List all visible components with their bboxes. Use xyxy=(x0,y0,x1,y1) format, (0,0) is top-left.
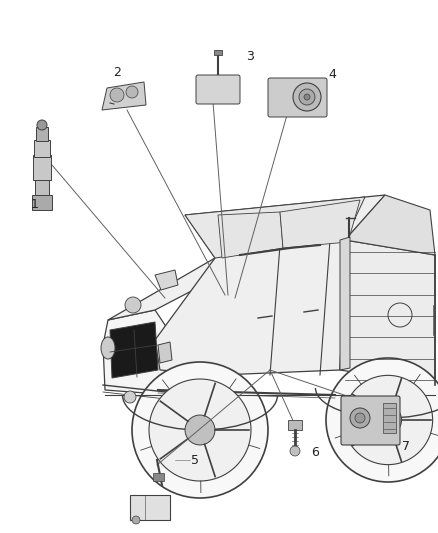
Text: 1: 1 xyxy=(31,198,39,212)
Polygon shape xyxy=(35,180,49,195)
Polygon shape xyxy=(103,310,175,395)
Circle shape xyxy=(304,94,310,100)
Circle shape xyxy=(132,362,268,498)
Polygon shape xyxy=(345,195,435,255)
Polygon shape xyxy=(36,127,48,141)
Polygon shape xyxy=(34,140,50,157)
Polygon shape xyxy=(33,155,51,180)
Polygon shape xyxy=(280,200,360,248)
Polygon shape xyxy=(153,473,164,481)
Circle shape xyxy=(149,379,251,481)
Circle shape xyxy=(343,375,433,465)
Polygon shape xyxy=(32,195,52,210)
Text: 7: 7 xyxy=(402,440,410,453)
Polygon shape xyxy=(102,82,146,110)
Polygon shape xyxy=(185,197,365,258)
Circle shape xyxy=(355,413,365,423)
Text: 4: 4 xyxy=(328,69,336,82)
Polygon shape xyxy=(288,420,302,430)
Polygon shape xyxy=(110,322,158,378)
Circle shape xyxy=(350,408,370,428)
Text: 5: 5 xyxy=(191,454,199,466)
Polygon shape xyxy=(155,270,178,290)
Circle shape xyxy=(110,88,124,102)
Text: 2: 2 xyxy=(113,66,121,78)
Polygon shape xyxy=(214,50,222,55)
Circle shape xyxy=(326,358,438,482)
Circle shape xyxy=(124,391,136,403)
Circle shape xyxy=(37,120,47,130)
Circle shape xyxy=(126,86,138,98)
Polygon shape xyxy=(383,403,396,433)
Circle shape xyxy=(290,446,300,456)
Text: 3: 3 xyxy=(246,51,254,63)
Polygon shape xyxy=(218,212,283,258)
Polygon shape xyxy=(130,495,170,520)
FancyBboxPatch shape xyxy=(341,396,400,445)
Circle shape xyxy=(299,89,315,105)
Polygon shape xyxy=(108,250,270,320)
Text: 6: 6 xyxy=(311,447,319,459)
Circle shape xyxy=(125,297,141,313)
Polygon shape xyxy=(158,342,172,363)
Circle shape xyxy=(293,83,321,111)
Circle shape xyxy=(185,415,215,445)
Polygon shape xyxy=(155,195,385,375)
Ellipse shape xyxy=(101,337,115,359)
Polygon shape xyxy=(340,240,435,385)
Polygon shape xyxy=(340,237,350,370)
Circle shape xyxy=(132,516,140,524)
Circle shape xyxy=(374,406,402,434)
FancyBboxPatch shape xyxy=(268,78,327,117)
FancyBboxPatch shape xyxy=(196,75,240,104)
